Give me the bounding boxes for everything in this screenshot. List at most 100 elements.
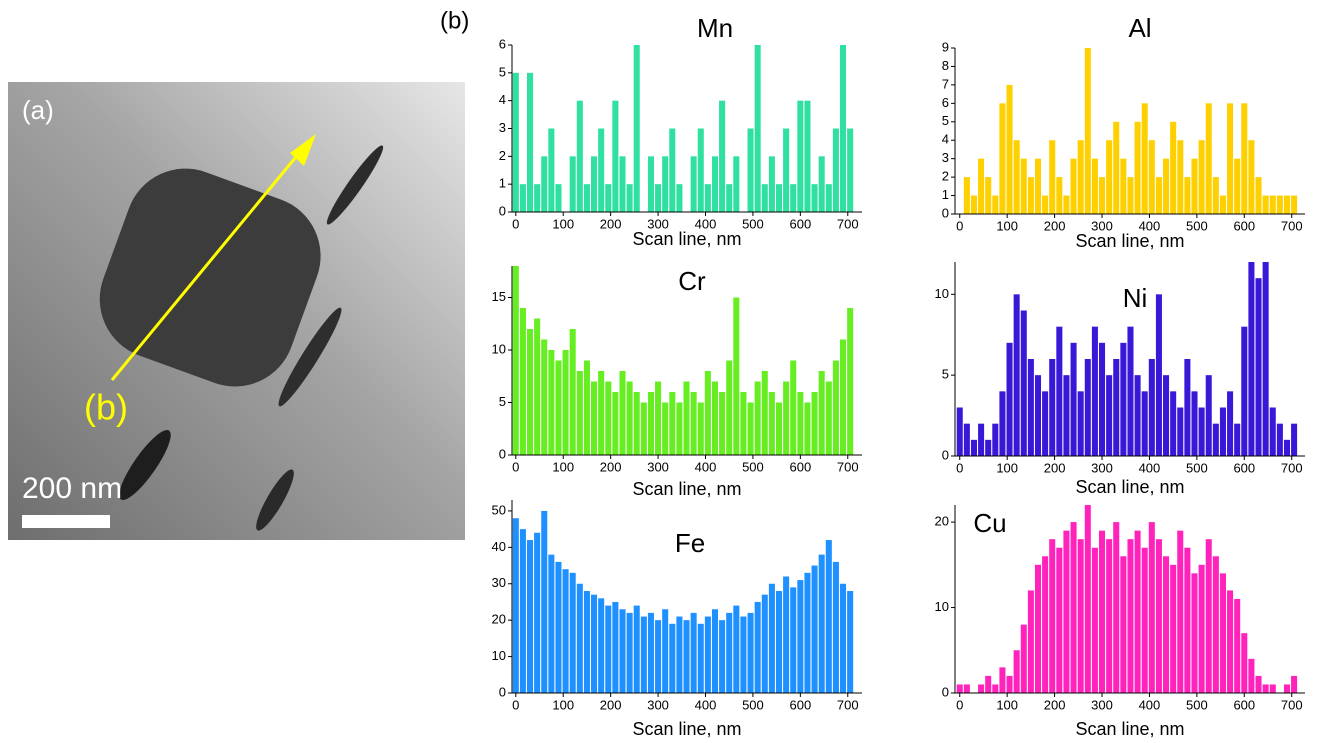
- bar: [562, 350, 569, 455]
- bar: [1184, 547, 1191, 693]
- y-tick-label: 10: [935, 599, 949, 614]
- bar: [704, 616, 711, 693]
- panel-label: (b): [440, 7, 469, 34]
- bar: [519, 308, 526, 455]
- bar: [1020, 310, 1027, 456]
- bar: [1070, 158, 1077, 214]
- x-tick-label: 200: [600, 216, 622, 231]
- bar: [519, 184, 526, 212]
- bar: [1163, 556, 1170, 693]
- bar: [818, 371, 825, 455]
- bar: [1198, 407, 1205, 456]
- bar: [1234, 158, 1241, 214]
- bar: [1020, 624, 1027, 693]
- bar: [783, 576, 790, 693]
- bar: [804, 100, 811, 212]
- bar: [978, 684, 985, 693]
- bar: [783, 128, 790, 212]
- bar: [847, 591, 854, 693]
- bar: [526, 72, 534, 212]
- x-tick-label: 600: [1233, 218, 1255, 233]
- bar: [541, 156, 548, 212]
- bar: [711, 381, 719, 455]
- bar: [1248, 658, 1255, 693]
- x-tick-label: 300: [1091, 218, 1113, 233]
- bar: [676, 402, 683, 455]
- bar: [1027, 359, 1034, 456]
- chart-title: Al: [1128, 13, 1151, 43]
- bar: [992, 423, 999, 456]
- bar: [999, 391, 1006, 456]
- bar: [534, 318, 541, 455]
- y-tick-label: 10: [492, 341, 506, 356]
- bar: [978, 423, 985, 456]
- bar: [1155, 177, 1162, 214]
- bar: [1227, 391, 1234, 456]
- bar: [1134, 121, 1141, 214]
- bar: [740, 392, 747, 455]
- bar: [1177, 530, 1184, 693]
- y-tick-label: 6: [499, 36, 506, 51]
- x-tick-label: 600: [789, 459, 811, 474]
- bar: [840, 339, 847, 455]
- bar: [1219, 195, 1226, 214]
- bar: [1063, 375, 1070, 456]
- bar: [1113, 359, 1120, 456]
- bar: [740, 616, 747, 693]
- bar: [963, 684, 970, 693]
- bar: [1148, 359, 1155, 456]
- bar: [840, 583, 847, 693]
- bar: [1049, 140, 1056, 214]
- bar: [1127, 539, 1134, 693]
- x-tick-label: 0: [512, 697, 519, 712]
- bar: [662, 402, 669, 455]
- bar: [811, 184, 818, 212]
- bar: [1027, 590, 1034, 693]
- bar: [1091, 547, 1098, 693]
- bar: [985, 439, 992, 456]
- y-tick-label: 20: [935, 514, 949, 529]
- bar: [818, 554, 825, 693]
- bar: [683, 381, 690, 455]
- bar: [569, 329, 576, 455]
- y-tick-label: 3: [942, 150, 949, 165]
- bar: [697, 623, 704, 693]
- y-tick-label: 0: [942, 205, 949, 220]
- bar: [562, 569, 569, 693]
- bar: [956, 407, 963, 456]
- bar: [790, 587, 797, 693]
- bar: [1163, 158, 1170, 214]
- y-tick-label: 30: [492, 575, 506, 590]
- bar: [676, 616, 683, 693]
- x-tick-label: 700: [837, 697, 859, 712]
- bar: [576, 100, 583, 212]
- chart: 0 1 2 3 4 5 6 0 100 200 300 400 500 600 700 Mn Scan line…: [499, 13, 862, 249]
- bar: [1269, 407, 1276, 456]
- bar: [690, 392, 697, 455]
- bar: [612, 601, 619, 693]
- bar: [733, 297, 740, 455]
- x-tick-label: 700: [837, 459, 859, 474]
- bar: [612, 100, 619, 212]
- chart-title: Cr: [678, 266, 706, 296]
- chart: 0 1 2 3 4 5 6 7 8 9 0 100 200 300 400 500 600 700 Al Scan l…: [942, 13, 1305, 251]
- x-tick-label: 300: [647, 216, 669, 231]
- bar: [619, 609, 626, 693]
- y-tick-label: 0: [499, 446, 506, 461]
- bar: [647, 392, 654, 455]
- y-tick-label: 0: [499, 684, 506, 699]
- bar: [1269, 195, 1276, 214]
- bar: [1120, 342, 1127, 456]
- tem-image: (a) (b) 200 nm: [8, 82, 465, 540]
- bar: [1056, 177, 1063, 214]
- bar: [1198, 564, 1205, 693]
- chart-title: Fe: [675, 528, 705, 558]
- x-tick-label: 500: [1186, 460, 1208, 475]
- bar: [1013, 140, 1020, 214]
- bar: [1070, 522, 1077, 693]
- x-tick-label: 200: [1044, 218, 1066, 233]
- x-tick-label: 400: [1139, 697, 1161, 712]
- y-tick-label: 0: [942, 684, 949, 699]
- bar: [1184, 177, 1191, 214]
